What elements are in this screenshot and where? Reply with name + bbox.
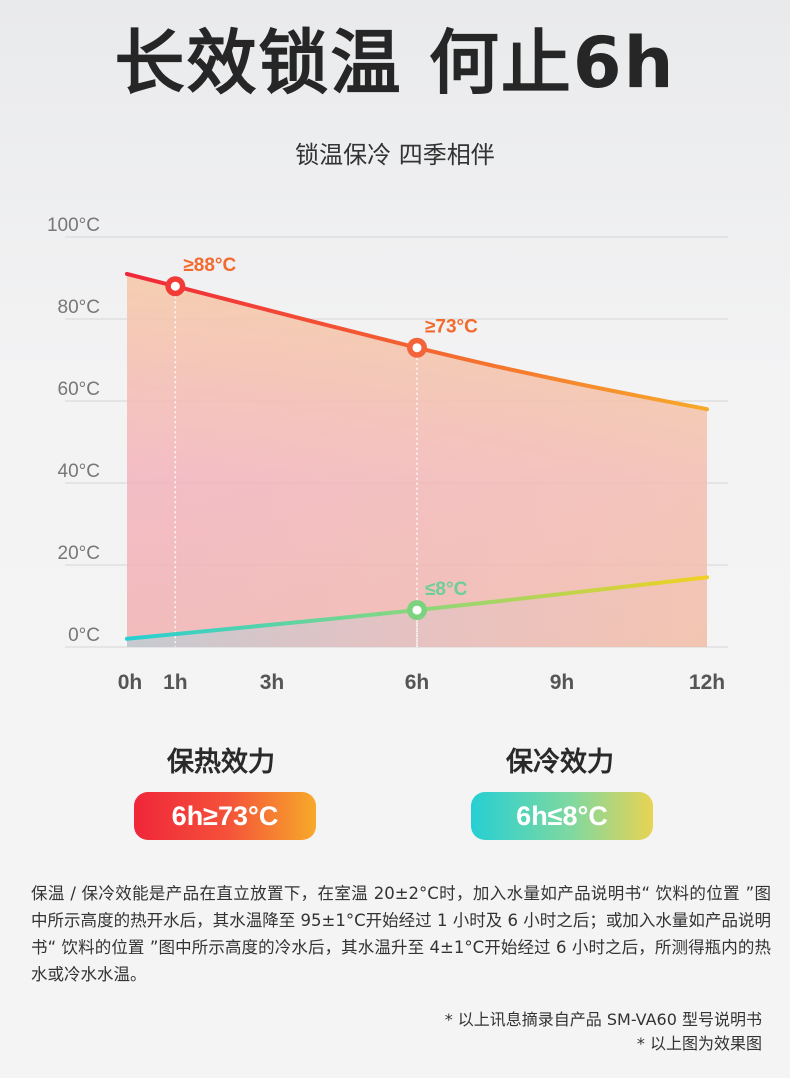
y-tick-label: 20°C (58, 543, 100, 564)
y-tick-label: 0°C (68, 625, 100, 646)
footnote-source: * 以上讯息摘录自产品 SM-VA60 型号说明书 (444, 1010, 762, 1029)
page-subtitle: 锁温保冷 四季相伴 (295, 141, 495, 169)
data-point-label: ≤8°C (425, 579, 468, 600)
test-condition-description: 保温 / 保冷效能是产品在直立放置下，在室温 20±2°C时，加入水量如产品说明… (31, 884, 771, 984)
data-point-marker-core (412, 343, 422, 353)
data-point-marker-core (412, 605, 422, 615)
footnote-illustration: * 以上图为效果图 (636, 1034, 762, 1053)
x-tick-label: 6h (405, 671, 430, 694)
cold-metric-label: 保冷效力 (506, 747, 614, 778)
data-point-label: ≥88°C (183, 255, 236, 276)
hot-area-tint (127, 273, 707, 647)
data-point-label: ≥73°C (425, 317, 478, 338)
temperature-chart: 0°C 20°C 40°C 60°C 80°C 100°C 0h 1h 3h 6h 9h 12h ≥88… (47, 215, 728, 694)
x-tick-label: 1h (163, 671, 188, 694)
page-title: 长效锁温 何止6h (114, 22, 676, 104)
cold-metric-badge: 6h≤8°C (471, 792, 653, 840)
hot-metric-label: 保热效力 (167, 747, 275, 778)
data-point-marker-core (170, 281, 180, 291)
y-tick-label: 80°C (58, 297, 100, 318)
y-tick-label: 60°C (58, 379, 100, 400)
x-tick-label: 9h (550, 671, 575, 694)
y-tick-label: 40°C (58, 461, 100, 482)
x-tick-label: 0h (118, 671, 143, 694)
hot-metric-badge: 6h≥73°C (134, 792, 316, 840)
y-tick-label: 100°C (47, 215, 100, 236)
x-tick-label: 3h (260, 671, 285, 694)
x-tick-label: 12h (689, 671, 725, 694)
